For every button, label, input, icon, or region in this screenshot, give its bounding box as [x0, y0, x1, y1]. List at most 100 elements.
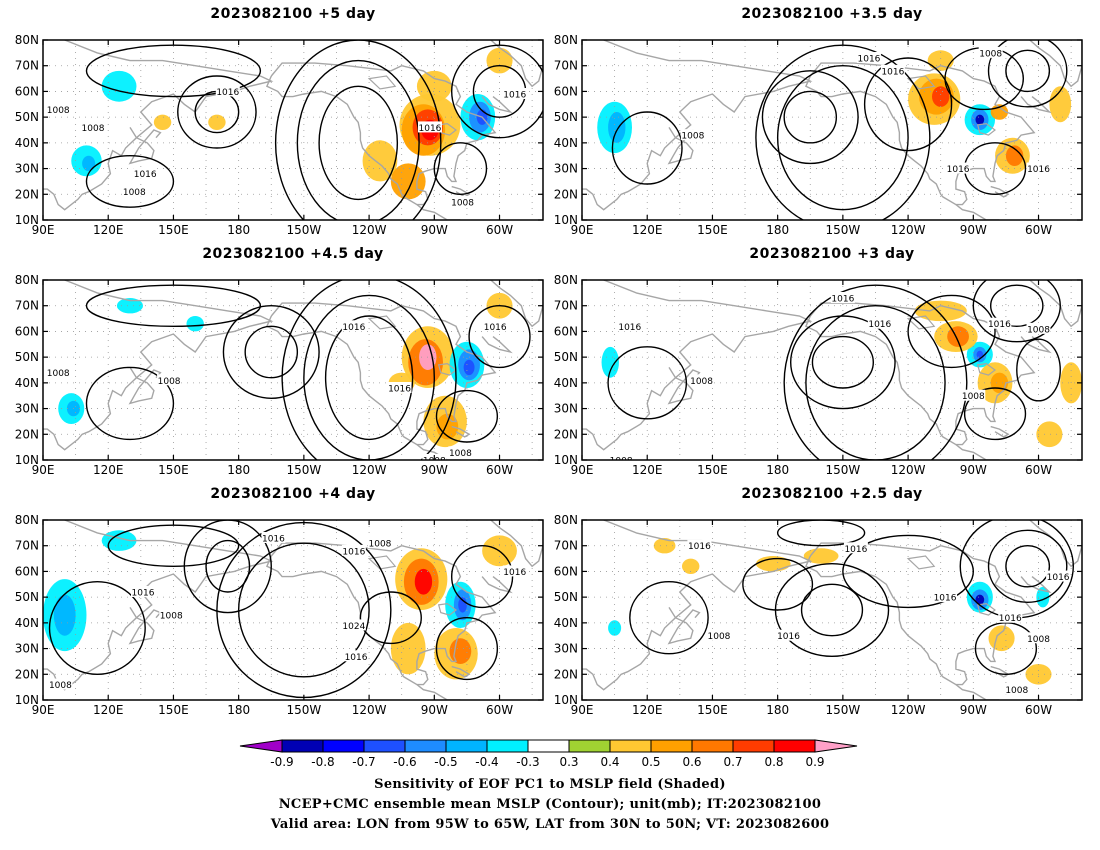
coastline [128, 367, 162, 405]
mslp-contour [972, 280, 1061, 343]
contour-label-bg [1046, 570, 1071, 582]
mslp-contour [435, 617, 499, 681]
colorbar-label: 0.9 [805, 755, 824, 769]
lon-tick-label: 60W [486, 703, 513, 717]
contour-label: 1024 [342, 622, 365, 632]
mslp-contour [107, 524, 240, 567]
contour-label-bg [1026, 632, 1051, 644]
coastline [955, 684, 1000, 700]
lon-tick-label: 150E [697, 703, 728, 717]
contour-label-bg [131, 586, 155, 597]
contour-label: 1016 [216, 88, 239, 98]
lon-tick-label: 180 [227, 223, 250, 237]
lat-tick-label: 30N [554, 642, 578, 656]
mslp-contour [611, 111, 683, 185]
mslp-contour [450, 545, 514, 609]
coastline [451, 665, 471, 678]
lat-tick-label: 60N [15, 84, 39, 98]
lon-tick-label: 120W [352, 223, 387, 237]
mslp-contour [85, 44, 262, 98]
lon-tick-label: 120W [891, 463, 926, 477]
mslp-contour [303, 294, 435, 460]
map-frame [42, 519, 544, 701]
coastline [43, 520, 274, 691]
lat-tick-label: 40N [15, 616, 39, 630]
contour-label-bg [987, 317, 1012, 329]
mslp-contour [776, 65, 909, 211]
lat-tick-label: 30N [15, 642, 39, 656]
lat-tick-label: 40N [554, 616, 578, 630]
colorbar-label: 0.7 [723, 755, 742, 769]
contour-label: 1016 [262, 535, 285, 545]
colorbar-label: 0.5 [641, 755, 660, 769]
coastline [667, 607, 701, 645]
mslp-contour [629, 581, 709, 655]
lon-tick-label: 150E [158, 463, 189, 477]
lat-tick-label: 50N [554, 110, 578, 124]
sensitivity-shade [1036, 421, 1063, 448]
panel-title-plus-4-day: 2023082100 +4 day [210, 486, 376, 502]
contour-label: 1016 [342, 547, 365, 557]
lake-outline [437, 602, 457, 616]
mslp-contour [1016, 338, 1061, 402]
lat-tick-label: 50N [15, 590, 39, 604]
lon-tick-label: 60W [1025, 223, 1052, 237]
lat-tick-label: 60N [15, 324, 39, 338]
contour-label-bg [215, 85, 240, 97]
lon-tick-label: 90E [571, 703, 594, 717]
lon-tick-label: 90W [960, 463, 987, 477]
lon-tick-label: 150E [158, 703, 189, 717]
contour-label-bg [830, 292, 855, 303]
contour-label-bg [706, 629, 731, 641]
panel-title-plus-3-5-day: 2023082100 +3.5 day [741, 6, 923, 22]
mslp-contour [48, 581, 146, 675]
lat-tick-label: 10N [554, 693, 578, 707]
colorbar-label: 0.4 [600, 755, 619, 769]
sensitivity-shade [927, 50, 954, 71]
contour-label: 1016 [868, 320, 891, 330]
lat-tick-label: 30N [15, 402, 39, 416]
lon-tick-label: 90E [32, 703, 55, 717]
mslp-contour [85, 155, 175, 208]
sensitivity-shade [208, 114, 226, 130]
colorbar: -0.9 -0.8 -0.7 -0.6 -0.5 -0.4 -0.3 0.3 0.4 0.5 0.6… [239, 739, 858, 769]
lon-tick-label: 180 [766, 223, 789, 237]
contour-label: 1016 [503, 91, 526, 101]
colorbar-label: -0.7 [352, 755, 375, 769]
lat-tick-label: 10N [554, 453, 578, 467]
contour-label-bg [133, 167, 158, 179]
contour-label: 1008 [49, 681, 72, 691]
contour-label-bg [1004, 683, 1029, 695]
contour-label: 1016 [388, 385, 411, 395]
lon-tick-label: 120E [632, 223, 663, 237]
lon-tick-label: 90E [571, 463, 594, 477]
contour-label-bg [159, 609, 184, 621]
contour-label-bg [856, 52, 881, 63]
contour-label: 1008 [690, 377, 713, 387]
coastline [1029, 40, 1082, 88]
lon-tick-label: 180 [766, 703, 789, 717]
contour-label: 1008 [1027, 325, 1050, 335]
mslp-contour [85, 366, 175, 441]
panel-title-plus-5-day: 2023082100 +5 day [210, 6, 376, 22]
coastline [416, 684, 461, 700]
colorbar-label: -0.9 [270, 755, 293, 769]
coastline [1029, 520, 1082, 568]
colorbar-label: -0.4 [475, 755, 498, 769]
contour-label: 1008 [158, 377, 181, 387]
mslp-contour [989, 284, 1044, 327]
lon-tick-label: 120W [352, 703, 387, 717]
coastline [43, 40, 274, 211]
lake-outline [367, 75, 397, 90]
coastline [1020, 336, 1052, 354]
map-frame [42, 279, 544, 461]
colorbar-box [404, 739, 447, 753]
colorbar-label: 0.6 [682, 755, 701, 769]
contour-label-bg [680, 129, 705, 141]
lon-tick-label: 120W [352, 463, 387, 477]
lat-tick-label: 70N [554, 539, 578, 553]
coastline [481, 336, 513, 354]
mslp-contour [987, 529, 1068, 603]
coastline [1029, 280, 1082, 328]
